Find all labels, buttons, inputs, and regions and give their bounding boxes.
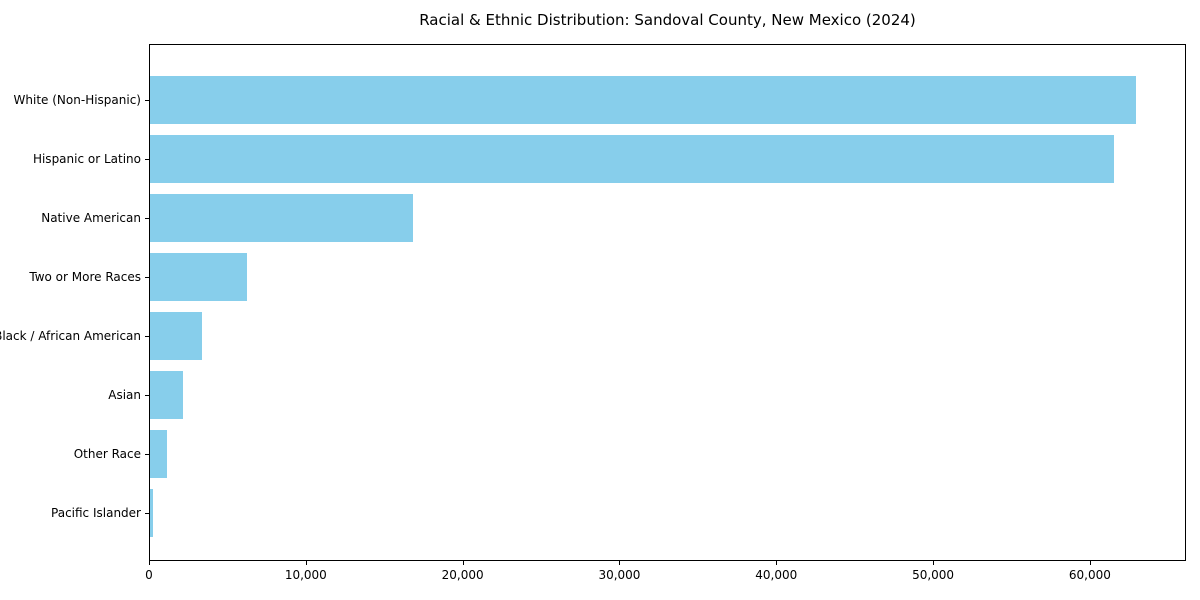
y-tick-mark bbox=[145, 512, 149, 514]
x-tick-label: 40,000 bbox=[755, 568, 798, 582]
bars-layer bbox=[150, 45, 1185, 560]
bar bbox=[150, 76, 1137, 125]
x-tick-label: 10,000 bbox=[284, 568, 327, 582]
x-tick-mark bbox=[619, 561, 621, 565]
bar bbox=[150, 135, 1115, 184]
bar-row bbox=[150, 71, 1185, 130]
x-tick-mark bbox=[1089, 561, 1091, 565]
x-tick-label: 0 bbox=[145, 568, 153, 582]
y-tick-mark bbox=[145, 453, 149, 455]
bar bbox=[150, 370, 183, 419]
x-tick-mark bbox=[933, 561, 935, 565]
x-tick-label: 60,000 bbox=[1068, 568, 1111, 582]
bar bbox=[150, 488, 154, 537]
bar-row bbox=[150, 248, 1185, 307]
y-tick-mark bbox=[145, 159, 149, 161]
x-tick-mark bbox=[462, 561, 464, 565]
y-tick-mark bbox=[145, 277, 149, 279]
bar-row bbox=[150, 130, 1185, 189]
x-tick-label: 50,000 bbox=[912, 568, 955, 582]
y-tick-label: Two or More Races bbox=[29, 270, 141, 285]
y-tick-label: Native American bbox=[41, 211, 141, 226]
y-tick-label: Black / African American bbox=[0, 328, 141, 343]
bar bbox=[150, 311, 202, 360]
y-tick-label: Pacific Islander bbox=[51, 505, 141, 520]
y-tick-mark bbox=[145, 335, 149, 337]
bar bbox=[150, 194, 414, 243]
bar-row bbox=[150, 189, 1185, 248]
bar-row bbox=[150, 365, 1185, 424]
y-tick-label: White (Non-Hispanic) bbox=[13, 93, 141, 108]
x-tick-label: 30,000 bbox=[598, 568, 641, 582]
y-tick-mark bbox=[145, 394, 149, 396]
bar bbox=[150, 253, 248, 302]
y-tick-label: Asian bbox=[108, 387, 141, 402]
chart-title: Racial & Ethnic Distribution: Sandoval C… bbox=[419, 11, 916, 29]
y-tick-mark bbox=[145, 218, 149, 220]
plot-area bbox=[149, 44, 1186, 561]
y-tick-label: Other Race bbox=[73, 446, 141, 461]
x-tick-label: 20,000 bbox=[441, 568, 484, 582]
bar bbox=[150, 429, 168, 478]
x-tick-mark bbox=[149, 561, 150, 565]
bar-row bbox=[150, 483, 1185, 542]
x-tick-mark bbox=[305, 561, 307, 565]
y-tick-label: Hispanic or Latino bbox=[32, 152, 141, 167]
bar-row bbox=[150, 307, 1185, 366]
bar-row bbox=[150, 424, 1185, 483]
y-tick-mark bbox=[145, 100, 149, 102]
x-tick-mark bbox=[776, 561, 778, 565]
